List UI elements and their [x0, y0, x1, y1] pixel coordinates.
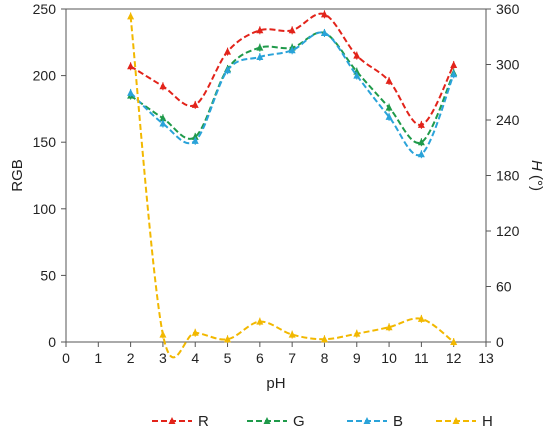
series-h-point	[191, 328, 199, 336]
x-tick-label: 3	[159, 350, 167, 366]
series-h-point	[320, 335, 328, 343]
legend-b-label: B	[393, 413, 403, 430]
series-r-point	[159, 82, 167, 90]
y2-tick-label: 0	[496, 334, 504, 350]
series-r-point	[224, 47, 232, 55]
y2-tick-label: 120	[496, 223, 520, 239]
series-b-point	[353, 71, 361, 79]
y-tick-label: 50	[40, 267, 56, 283]
series-r-point	[450, 60, 458, 68]
x-axis-title: pH	[266, 375, 285, 392]
series-b-point	[417, 150, 425, 158]
series-r-point	[353, 51, 361, 59]
series-b-point	[159, 119, 167, 127]
series-b-point	[320, 28, 328, 36]
series-h-point	[353, 329, 361, 337]
legend-r-label: R	[198, 413, 209, 430]
y-tick-label: 150	[33, 134, 57, 150]
y2-tick-label: 240	[496, 112, 520, 128]
series-b-point	[256, 52, 264, 60]
legend-h-marker	[452, 417, 460, 424]
axes: 0 1 2 3 4 5 6 7 8 9 10 11 12 130501001502002500601201…	[9, 1, 545, 392]
x-tick-label: 10	[381, 350, 397, 366]
legend-b-marker	[363, 417, 371, 424]
series-b-point	[450, 70, 458, 78]
legend-h-label: H	[482, 413, 493, 430]
series-g-point	[191, 132, 199, 140]
series-b-point	[191, 136, 199, 144]
x-tick-label: 2	[127, 350, 135, 366]
series-g-point	[159, 114, 167, 122]
x-tick-label: 7	[288, 350, 296, 366]
legend-r-marker	[168, 417, 176, 424]
y2-axis-title-unit: (°)	[528, 171, 545, 191]
series-h-point	[127, 12, 135, 20]
y-tick-label: 200	[33, 68, 57, 84]
x-tick-label: 8	[321, 350, 329, 366]
series-h-point	[256, 317, 264, 325]
series-r-point	[385, 76, 393, 84]
x-tick-label: 5	[224, 350, 232, 366]
x-tick-label: 11	[414, 350, 429, 366]
series-g-point	[256, 43, 264, 51]
y2-tick-label: 180	[496, 168, 520, 184]
legend-g-marker	[263, 417, 271, 424]
series-r-point	[288, 26, 296, 34]
series-r-point	[320, 10, 328, 18]
x-tick-label: 13	[478, 350, 494, 366]
series-h-point	[385, 323, 393, 331]
plot-frame	[65, 8, 487, 343]
series-r-point	[256, 26, 264, 34]
series-g-point	[385, 103, 393, 111]
y-tick-label: 250	[33, 1, 57, 17]
x-tick-label: 9	[353, 350, 361, 366]
x-tick-label: 4	[191, 350, 199, 366]
series-b-point	[385, 112, 393, 120]
y-axis-title: RGB	[9, 159, 26, 192]
x-tick-label: 6	[256, 350, 264, 366]
series-h-line	[129, 16, 455, 359]
series-lines	[127, 10, 458, 359]
x-tick-label: 1	[94, 350, 102, 366]
y2-tick-label: 60	[496, 279, 512, 295]
series-r-point	[417, 120, 425, 128]
series-h-point	[450, 338, 458, 345]
x-tick-label: 12	[446, 350, 462, 366]
series-r-point	[191, 100, 199, 108]
y2-tick-label: 360	[496, 1, 520, 17]
y-tick-label: 0	[48, 334, 56, 350]
y2-tick-label: 300	[496, 57, 520, 73]
series-h-point	[417, 314, 425, 322]
series-b-point	[288, 46, 296, 54]
y2-axis-title-symbol: H	[528, 160, 545, 171]
series-h-point	[288, 330, 296, 338]
y-tick-label: 100	[33, 201, 57, 217]
legend-g-label: G	[293, 413, 305, 430]
series-b-point	[224, 66, 232, 74]
series-b-line	[129, 31, 455, 157]
y2-axis-title: H (°)	[528, 160, 545, 191]
series-b-point	[127, 88, 135, 96]
x-tick-label: 0	[62, 350, 70, 366]
series-h-point	[224, 335, 232, 343]
series-r-point	[127, 62, 135, 70]
series-g-point	[417, 138, 425, 146]
series-h-point	[159, 330, 167, 338]
